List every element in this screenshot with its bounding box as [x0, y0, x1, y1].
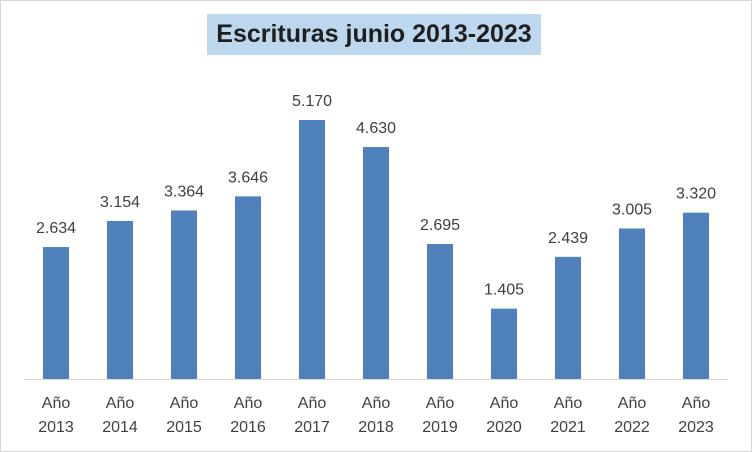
bar [491, 308, 517, 379]
data-label: 3.005 [612, 201, 652, 218]
bar [107, 220, 133, 379]
bar [235, 196, 261, 379]
x-tick-label: Año 2015 [166, 395, 202, 436]
bar [171, 210, 197, 379]
data-label: 3.154 [100, 194, 140, 211]
x-tick-label: Año 2013 [38, 395, 74, 436]
x-tick-label: Año 2017 [294, 395, 330, 436]
x-tick-label: Año 2019 [422, 395, 458, 436]
bar [555, 256, 581, 379]
data-label: 2.634 [36, 220, 76, 237]
data-label: 4.630 [356, 120, 396, 137]
bar [427, 243, 453, 379]
x-tick-label: Año 2014 [102, 395, 138, 436]
x-tick-label: Año 2018 [358, 395, 394, 436]
bar [619, 228, 645, 379]
x-tick-label: Año 2020 [486, 395, 522, 436]
x-tick-label: Año 2021 [550, 395, 586, 436]
chart-title: Escrituras junio 2013-2023 [207, 14, 541, 55]
bar [683, 212, 709, 379]
bar [299, 120, 325, 379]
x-tick-label: Año 2022 [614, 395, 650, 436]
data-label: 3.364 [164, 183, 204, 200]
data-label: 5.170 [292, 93, 332, 110]
data-label: 1.405 [484, 282, 524, 299]
data-label: 2.439 [548, 230, 588, 247]
bar [363, 147, 389, 379]
bar [43, 247, 69, 379]
x-tick-label: Año 2016 [230, 395, 266, 436]
data-label: 2.695 [420, 217, 460, 234]
x-tick-label: Año 2023 [678, 395, 714, 436]
data-label: 3.646 [228, 169, 268, 186]
data-label: 3.320 [676, 186, 716, 203]
